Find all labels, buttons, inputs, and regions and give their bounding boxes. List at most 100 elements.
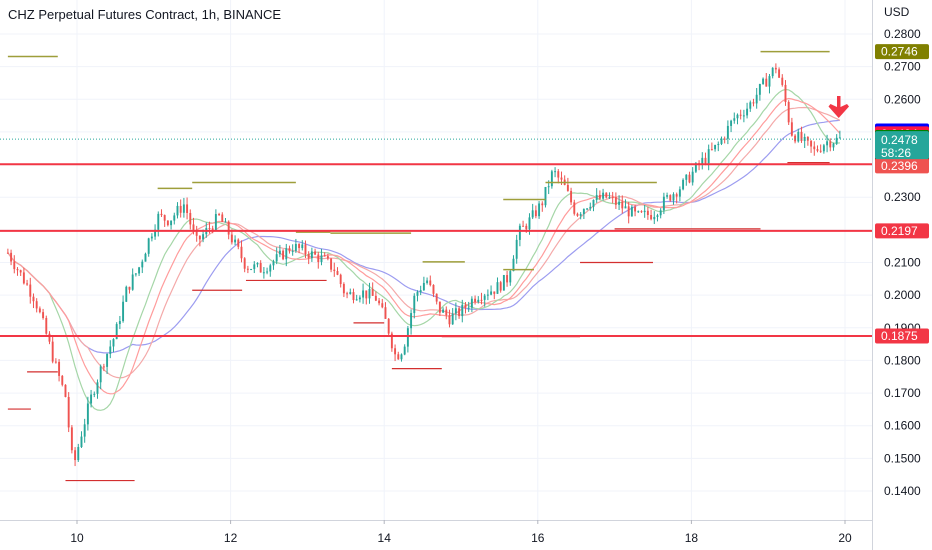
candle [816, 145, 819, 153]
candle [714, 144, 717, 152]
candle [147, 237, 150, 257]
candle [454, 302, 457, 321]
candle [653, 211, 656, 225]
candle [339, 273, 342, 288]
svg-text:0.1875: 0.1875 [881, 329, 918, 343]
price-tag: 0.2197 [875, 223, 929, 239]
candle [672, 192, 675, 205]
candle [765, 72, 768, 87]
y-tick-label: 0.2300 [884, 190, 921, 204]
candle [317, 251, 320, 269]
candle [323, 252, 326, 257]
candle [813, 141, 816, 156]
candle [400, 353, 403, 362]
moving-averages [7, 88, 841, 411]
plot-background [0, 0, 872, 520]
y-axis[interactable]: 0.28000.27000.26000.25000.24000.23000.22… [884, 27, 921, 498]
candle [131, 268, 134, 291]
candle [64, 384, 67, 398]
candle [832, 142, 835, 151]
candle [106, 353, 109, 374]
candle [730, 119, 733, 133]
candle [746, 102, 749, 119]
x-tick-label: 10 [70, 531, 84, 545]
candle [179, 199, 182, 218]
candle [448, 309, 451, 328]
candle [138, 266, 141, 277]
candle [467, 301, 470, 312]
candle [80, 431, 83, 448]
candle [240, 240, 243, 263]
candle [259, 260, 262, 273]
candle [416, 290, 419, 302]
candle [784, 80, 787, 106]
candle [272, 259, 275, 270]
candle [125, 285, 128, 303]
candle [349, 288, 352, 295]
candle [301, 240, 304, 251]
candle [422, 276, 425, 291]
candle [237, 238, 240, 250]
candle [112, 338, 115, 353]
candle [406, 325, 409, 353]
candle [77, 443, 80, 462]
candle [426, 277, 429, 285]
y-tick-label: 0.2700 [884, 60, 921, 74]
candle [726, 120, 729, 145]
candle [346, 291, 349, 299]
candle [720, 136, 723, 146]
candle [717, 141, 720, 152]
candle [186, 197, 189, 220]
candle [314, 248, 317, 256]
price-tags: 0.27460.25030.24940.24830.24010.23960.21… [875, 44, 929, 344]
candle [554, 167, 557, 178]
candle [429, 275, 432, 287]
candle [566, 177, 569, 192]
candle [154, 224, 157, 240]
candle [742, 109, 745, 123]
candle [266, 267, 269, 275]
candle [826, 134, 829, 153]
candle [246, 265, 249, 274]
x-axis[interactable]: 10 12 14 16 18 20 [70, 520, 852, 545]
candle [58, 359, 61, 382]
candle [470, 296, 473, 313]
candle [643, 204, 646, 218]
candle [166, 220, 169, 227]
candle [432, 284, 435, 298]
candle [397, 351, 400, 360]
candle [544, 186, 547, 208]
moving-average-line [7, 106, 841, 379]
candle [330, 258, 333, 273]
candle [16, 267, 19, 276]
candle [32, 293, 35, 309]
candle [618, 195, 621, 211]
candle [384, 302, 387, 319]
candle [819, 144, 822, 153]
svg-text:0.2396: 0.2396 [881, 159, 918, 173]
down-arrow-icon [828, 96, 849, 118]
candle [707, 144, 710, 171]
candle [646, 206, 649, 220]
svg-text:0.2197: 0.2197 [881, 224, 918, 238]
candle [19, 269, 22, 276]
candle [413, 293, 416, 319]
y-tick-label: 0.1500 [884, 451, 921, 465]
candle [285, 243, 288, 267]
candle [573, 199, 576, 216]
candle [26, 279, 29, 286]
candle [611, 191, 614, 204]
candle [195, 225, 198, 242]
price-tag: 0.2396 [875, 158, 929, 174]
candle [403, 344, 406, 356]
candle [54, 358, 57, 364]
candle [630, 204, 633, 217]
candle [797, 128, 800, 143]
y-tick-label: 0.2000 [884, 288, 921, 302]
candle [381, 298, 384, 309]
candle [170, 220, 173, 230]
candle [227, 220, 230, 240]
moving-average-line [7, 97, 841, 395]
candle [637, 210, 640, 213]
